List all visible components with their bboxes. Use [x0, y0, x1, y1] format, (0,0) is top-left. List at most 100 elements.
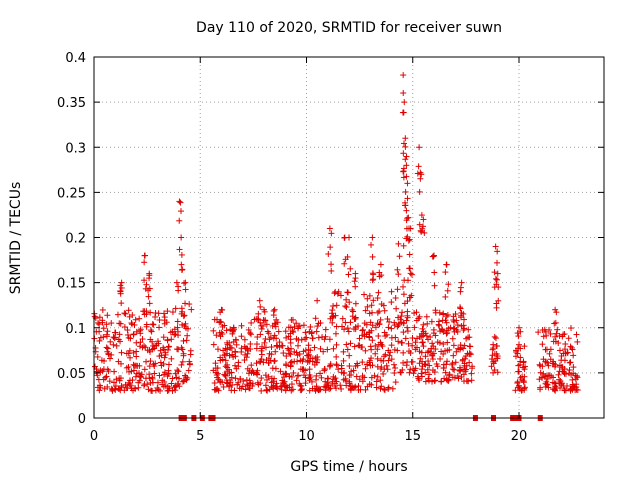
data-point: [418, 366, 425, 373]
data-point: [494, 369, 501, 376]
data-point: [443, 261, 450, 268]
data-point: [398, 369, 405, 376]
data-point: [337, 292, 344, 299]
data-point: [131, 385, 138, 392]
data-point: [394, 266, 401, 273]
data-point: [137, 326, 144, 333]
data-point: [154, 384, 161, 391]
data-point: [171, 384, 178, 391]
data-point: [314, 323, 321, 330]
data-point: [562, 341, 569, 348]
data-point: [440, 328, 447, 335]
data-point: [350, 308, 357, 315]
data-point: [514, 378, 521, 385]
data-point: [130, 361, 137, 368]
data-point: [222, 363, 229, 370]
data-point: [264, 376, 271, 383]
data-point: [424, 366, 431, 373]
data-point: [141, 252, 148, 259]
data-point: [289, 386, 296, 393]
data-point: [306, 358, 313, 365]
data-point: [493, 343, 500, 350]
data-point: [222, 357, 229, 364]
data-point: [296, 351, 303, 358]
data-point: [443, 361, 450, 368]
data-point: [431, 369, 438, 376]
data-point: [146, 375, 153, 382]
data-point: [457, 312, 464, 319]
data-point: [423, 332, 430, 339]
data-point: [270, 335, 277, 342]
data-point: [104, 312, 111, 319]
data-point: [183, 325, 190, 332]
data-point: [382, 333, 389, 340]
data-point: [333, 385, 340, 392]
data-point: [150, 321, 157, 328]
data-point: [366, 357, 373, 364]
data-point: [514, 345, 521, 352]
data-point: [405, 340, 412, 347]
data-point: [317, 370, 324, 377]
data-point: [128, 368, 135, 375]
y-tick-label: 0.2: [65, 232, 86, 247]
data-point: [573, 331, 580, 338]
data-point: [258, 351, 265, 358]
data-point: [293, 320, 300, 327]
data-point: [266, 386, 273, 393]
data-point: [400, 174, 407, 181]
data-point: [376, 308, 383, 315]
data-point: [520, 364, 527, 371]
data-point: [458, 309, 465, 316]
data-point: [466, 359, 473, 366]
data-point: [490, 369, 497, 376]
data-point: [169, 387, 176, 394]
data-point: [308, 378, 315, 385]
data-point: [176, 198, 183, 205]
data-point: [219, 331, 226, 338]
data-point: [306, 366, 313, 373]
data-point: [363, 361, 370, 368]
data-point: [249, 368, 256, 375]
data-point: [492, 243, 499, 250]
data-point: [247, 340, 254, 347]
data-point: [368, 346, 375, 353]
data-point: [257, 358, 264, 365]
data-point: [417, 355, 424, 362]
data-point: [572, 376, 579, 383]
data-point: [359, 359, 366, 366]
data-point: [362, 365, 369, 372]
data-point: [123, 350, 130, 357]
data-point: [330, 373, 337, 380]
data-point: [561, 386, 568, 393]
data-point: [141, 366, 148, 373]
data-point: [275, 328, 282, 335]
data-point: [418, 373, 425, 380]
data-point: [512, 387, 519, 394]
data-point: [431, 282, 438, 289]
data-point: [406, 236, 413, 243]
data-point: [449, 366, 456, 373]
data-point: [96, 328, 103, 335]
data-point: [261, 308, 268, 315]
data-point: [333, 353, 340, 360]
data-point: [149, 321, 156, 328]
x-axis-title: GPS time / hours: [290, 459, 407, 475]
data-point: [219, 323, 226, 330]
data-point: [266, 350, 273, 357]
data-point: [96, 321, 103, 328]
data-point: [416, 313, 423, 320]
data-point: [375, 332, 382, 339]
data-point: [520, 359, 527, 366]
data-point: [454, 328, 461, 335]
data-point: [179, 378, 186, 385]
data-point: [547, 356, 554, 363]
data-point: [539, 341, 546, 348]
data-point: [248, 319, 255, 326]
data-point: [520, 379, 527, 386]
data-point: [182, 279, 189, 286]
data-point: [416, 221, 423, 228]
data-point: [321, 336, 328, 343]
data-point: [403, 207, 410, 214]
data-point: [169, 375, 176, 382]
data-point: [210, 367, 217, 374]
